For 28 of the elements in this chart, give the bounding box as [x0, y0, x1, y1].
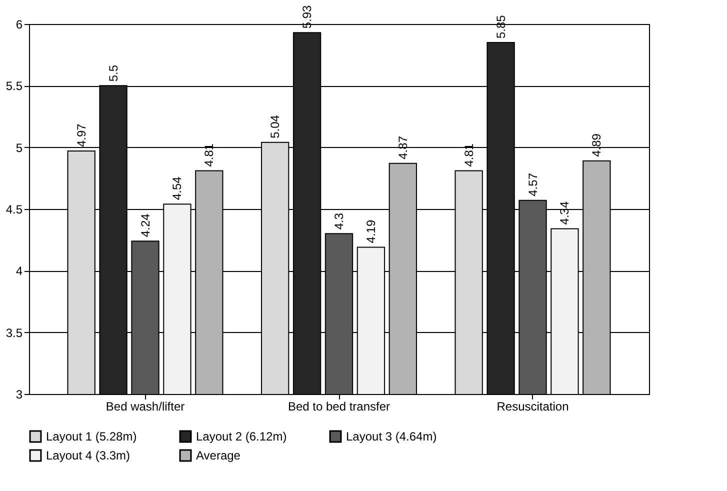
y-tick-label: 3 [16, 388, 23, 402]
x-tick-label: Resuscitation [496, 400, 569, 414]
data-label: 4.57 [526, 172, 540, 196]
data-label: 5.85 [494, 14, 508, 38]
data-label: 4.97 [74, 123, 88, 148]
data-label: 4.81 [202, 143, 216, 167]
y-tick-label: 4 [16, 264, 23, 278]
x-tick-label: Bed to bed transfer [288, 400, 390, 414]
y-tick-label: 4.5 [6, 202, 23, 216]
data-label: 4.54 [170, 176, 184, 200]
legend-label: Layout 1 (5.28m) [46, 430, 137, 444]
legend-label: Layout 2 (6.12m) [196, 430, 287, 444]
x-tick-label: Bed wash/lifter [106, 400, 185, 414]
legend-label: Average [196, 448, 241, 462]
data-label: 5.04 [268, 114, 282, 138]
y-tick-label: 6 [16, 18, 23, 32]
data-label: 5.93 [300, 4, 314, 29]
y-tick-label: 3.5 [6, 326, 23, 340]
y-tick-label: 5.5 [6, 79, 23, 94]
legend-label: Layout 4 (3.3m) [46, 448, 130, 462]
data-label: 4.81 [462, 143, 476, 167]
data-label: 4.3 [332, 212, 346, 230]
data-label: 4.89 [590, 133, 604, 157]
data-label: 4.19 [364, 220, 378, 244]
data-label: 4.24 [138, 213, 152, 238]
legend-label: Layout 3 (4.64m) [346, 430, 437, 444]
data-label: 5.5 [106, 64, 120, 82]
y-tick-label: 5 [16, 140, 23, 155]
